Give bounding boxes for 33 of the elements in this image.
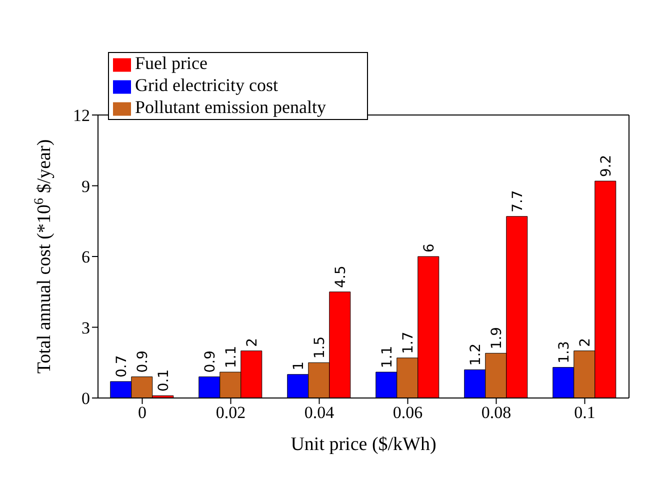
y-tick-label: 12 — [73, 106, 90, 126]
data-label: 2 — [577, 338, 594, 347]
x-tick-label: 0.08 — [481, 403, 512, 422]
legend-label: Pollutant emission penalty — [135, 97, 326, 117]
data-label: 1 — [290, 361, 307, 370]
y-tick-label: 3 — [82, 318, 90, 338]
data-label: 1.5 — [312, 336, 328, 359]
x-axis-title: Unit price ($/kWh) — [290, 434, 436, 455]
data-label: 0.7 — [114, 355, 130, 378]
legend-label: Grid electricity cost — [135, 75, 278, 95]
data-label: 0.9 — [134, 350, 151, 373]
data-label: 6 — [421, 244, 438, 252]
data-label: 1.1 — [379, 346, 396, 368]
data-label: 1.9 — [488, 326, 505, 350]
legend-label: Fuel price — [135, 53, 208, 73]
y-tick-label: 9 — [82, 176, 90, 196]
data-label: 1.2 — [468, 343, 484, 366]
data-label: 1.3 — [556, 341, 572, 364]
data-label: 9.2 — [598, 154, 614, 178]
data-label: 1.7 — [400, 332, 416, 354]
data-label: 0.9 — [202, 350, 218, 373]
y-tick-label: 0 — [82, 389, 90, 408]
data-label: 4.5 — [332, 266, 349, 288]
data-label: 1.1 — [223, 346, 240, 368]
x-tick-label: 0.06 — [392, 403, 423, 422]
data-label: 7.7 — [510, 190, 526, 212]
x-tick-label: 0.1 — [574, 403, 596, 422]
data-label: 0.1 — [156, 369, 172, 392]
y-tick-label: 6 — [82, 248, 90, 267]
x-tick-label: 0.02 — [216, 403, 246, 422]
x-tick-label: 0 — [138, 403, 146, 422]
x-tick-label: 0.04 — [304, 403, 335, 422]
data-label: 2 — [244, 338, 260, 347]
